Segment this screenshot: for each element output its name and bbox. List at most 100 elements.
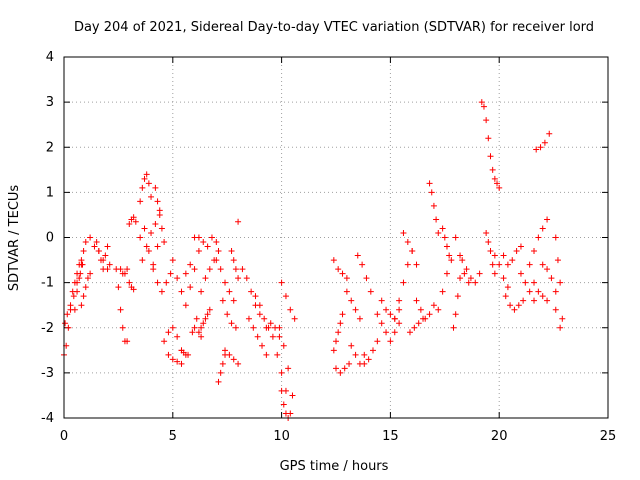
series-arc-44	[354, 252, 374, 295]
data-point-plus	[531, 279, 538, 286]
data-point-plus	[187, 284, 194, 291]
data-point-plus	[158, 288, 165, 295]
data-point-plus	[70, 293, 77, 300]
data-point-plus	[494, 180, 501, 187]
data-point-plus	[226, 288, 233, 295]
data-point-plus	[252, 293, 259, 300]
series-arc-45	[361, 338, 381, 367]
data-point-plus	[515, 302, 522, 309]
series-arc-15	[150, 266, 174, 295]
data-point-plus	[278, 279, 285, 286]
data-point-plus	[463, 266, 470, 273]
data-point-plus	[198, 288, 205, 295]
chart-title: Day 204 of 2021, Sidereal Day-to-day VTE…	[74, 20, 594, 35]
data-point-plus	[274, 351, 281, 358]
data-point-plus	[228, 248, 235, 255]
data-point-plus	[204, 243, 211, 250]
data-point-plus	[489, 261, 496, 268]
data-point-plus	[143, 171, 150, 178]
data-point-plus	[413, 297, 420, 304]
data-point-plus	[276, 333, 283, 340]
data-point-plus	[406, 329, 413, 336]
data-point-plus	[500, 275, 507, 282]
data-point-plus	[404, 239, 411, 246]
series-arc-26	[215, 351, 229, 385]
data-point-plus	[337, 369, 344, 376]
data-point-plus	[391, 315, 398, 322]
data-point-plus	[80, 293, 87, 300]
data-point-plus	[195, 234, 202, 241]
data-point-plus	[552, 234, 559, 241]
x-tick-label: 0	[60, 429, 68, 444]
data-point-plus	[206, 266, 213, 273]
x-tick-label: 15	[382, 429, 399, 444]
series-arc-28	[222, 347, 242, 367]
data-point-plus	[239, 266, 246, 273]
data-point-plus	[64, 311, 71, 318]
data-point-plus	[417, 306, 424, 313]
data-point-plus	[476, 270, 483, 277]
x-tick-label: 5	[169, 429, 177, 444]
series-arc-04	[78, 270, 94, 309]
data-point-plus	[404, 261, 411, 268]
data-point-plus	[235, 360, 242, 367]
data-point-plus	[143, 243, 150, 250]
series-arc-07	[113, 266, 131, 345]
data-point-plus	[496, 184, 503, 191]
data-point-plus	[263, 324, 270, 331]
data-point-plus	[137, 234, 144, 241]
data-point-plus	[169, 324, 176, 331]
data-point-plus	[87, 270, 94, 277]
data-point-plus	[95, 248, 102, 255]
data-point-plus	[217, 369, 224, 376]
data-point-plus	[491, 175, 498, 182]
data-point-plus	[78, 261, 85, 268]
data-point-plus	[285, 365, 292, 372]
data-point-plus	[280, 342, 287, 349]
data-point-plus	[182, 270, 189, 277]
data-point-plus	[341, 365, 348, 372]
data-point-plus	[76, 275, 83, 282]
data-point-plus	[339, 311, 346, 318]
y-tick-label: 0	[46, 231, 54, 246]
x-tick-label: 25	[600, 429, 617, 444]
data-point-plus	[208, 234, 215, 241]
data-point-plus	[487, 153, 494, 160]
data-point-plus	[178, 360, 185, 367]
data-point-plus	[531, 297, 538, 304]
data-point-plus	[230, 257, 237, 264]
data-point-plus	[124, 338, 131, 345]
data-point-plus	[557, 324, 564, 331]
data-point-plus	[383, 306, 390, 313]
y-tick-label: 4	[46, 50, 54, 65]
data-point-plus	[422, 315, 429, 322]
data-point-plus	[411, 324, 418, 331]
series-arc-51	[413, 297, 437, 322]
data-point-plus	[522, 279, 529, 286]
data-point-plus	[245, 315, 252, 322]
data-point-plus	[526, 288, 533, 295]
data-point-plus	[500, 252, 507, 259]
series-arc-08	[117, 266, 131, 277]
data-point-plus	[91, 243, 98, 250]
data-point-plus	[97, 257, 104, 264]
data-point-plus	[517, 270, 524, 277]
data-point-plus	[222, 279, 229, 286]
data-point-plus	[554, 257, 561, 264]
data-point-plus	[202, 315, 209, 322]
data-point-plus	[161, 338, 168, 345]
data-point-plus	[84, 275, 91, 282]
data-point-plus	[365, 356, 372, 363]
data-point-plus	[280, 401, 287, 408]
data-point-plus	[485, 239, 492, 246]
data-point-plus	[104, 243, 111, 250]
data-point-plus	[489, 166, 496, 173]
data-point-plus	[198, 324, 205, 331]
data-point-plus	[213, 257, 220, 264]
data-point-plus	[256, 311, 263, 318]
data-point-plus	[430, 302, 437, 309]
data-point-plus	[352, 306, 359, 313]
data-point-plus	[250, 324, 257, 331]
data-point-plus	[141, 175, 148, 182]
data-point-plus	[337, 320, 344, 327]
